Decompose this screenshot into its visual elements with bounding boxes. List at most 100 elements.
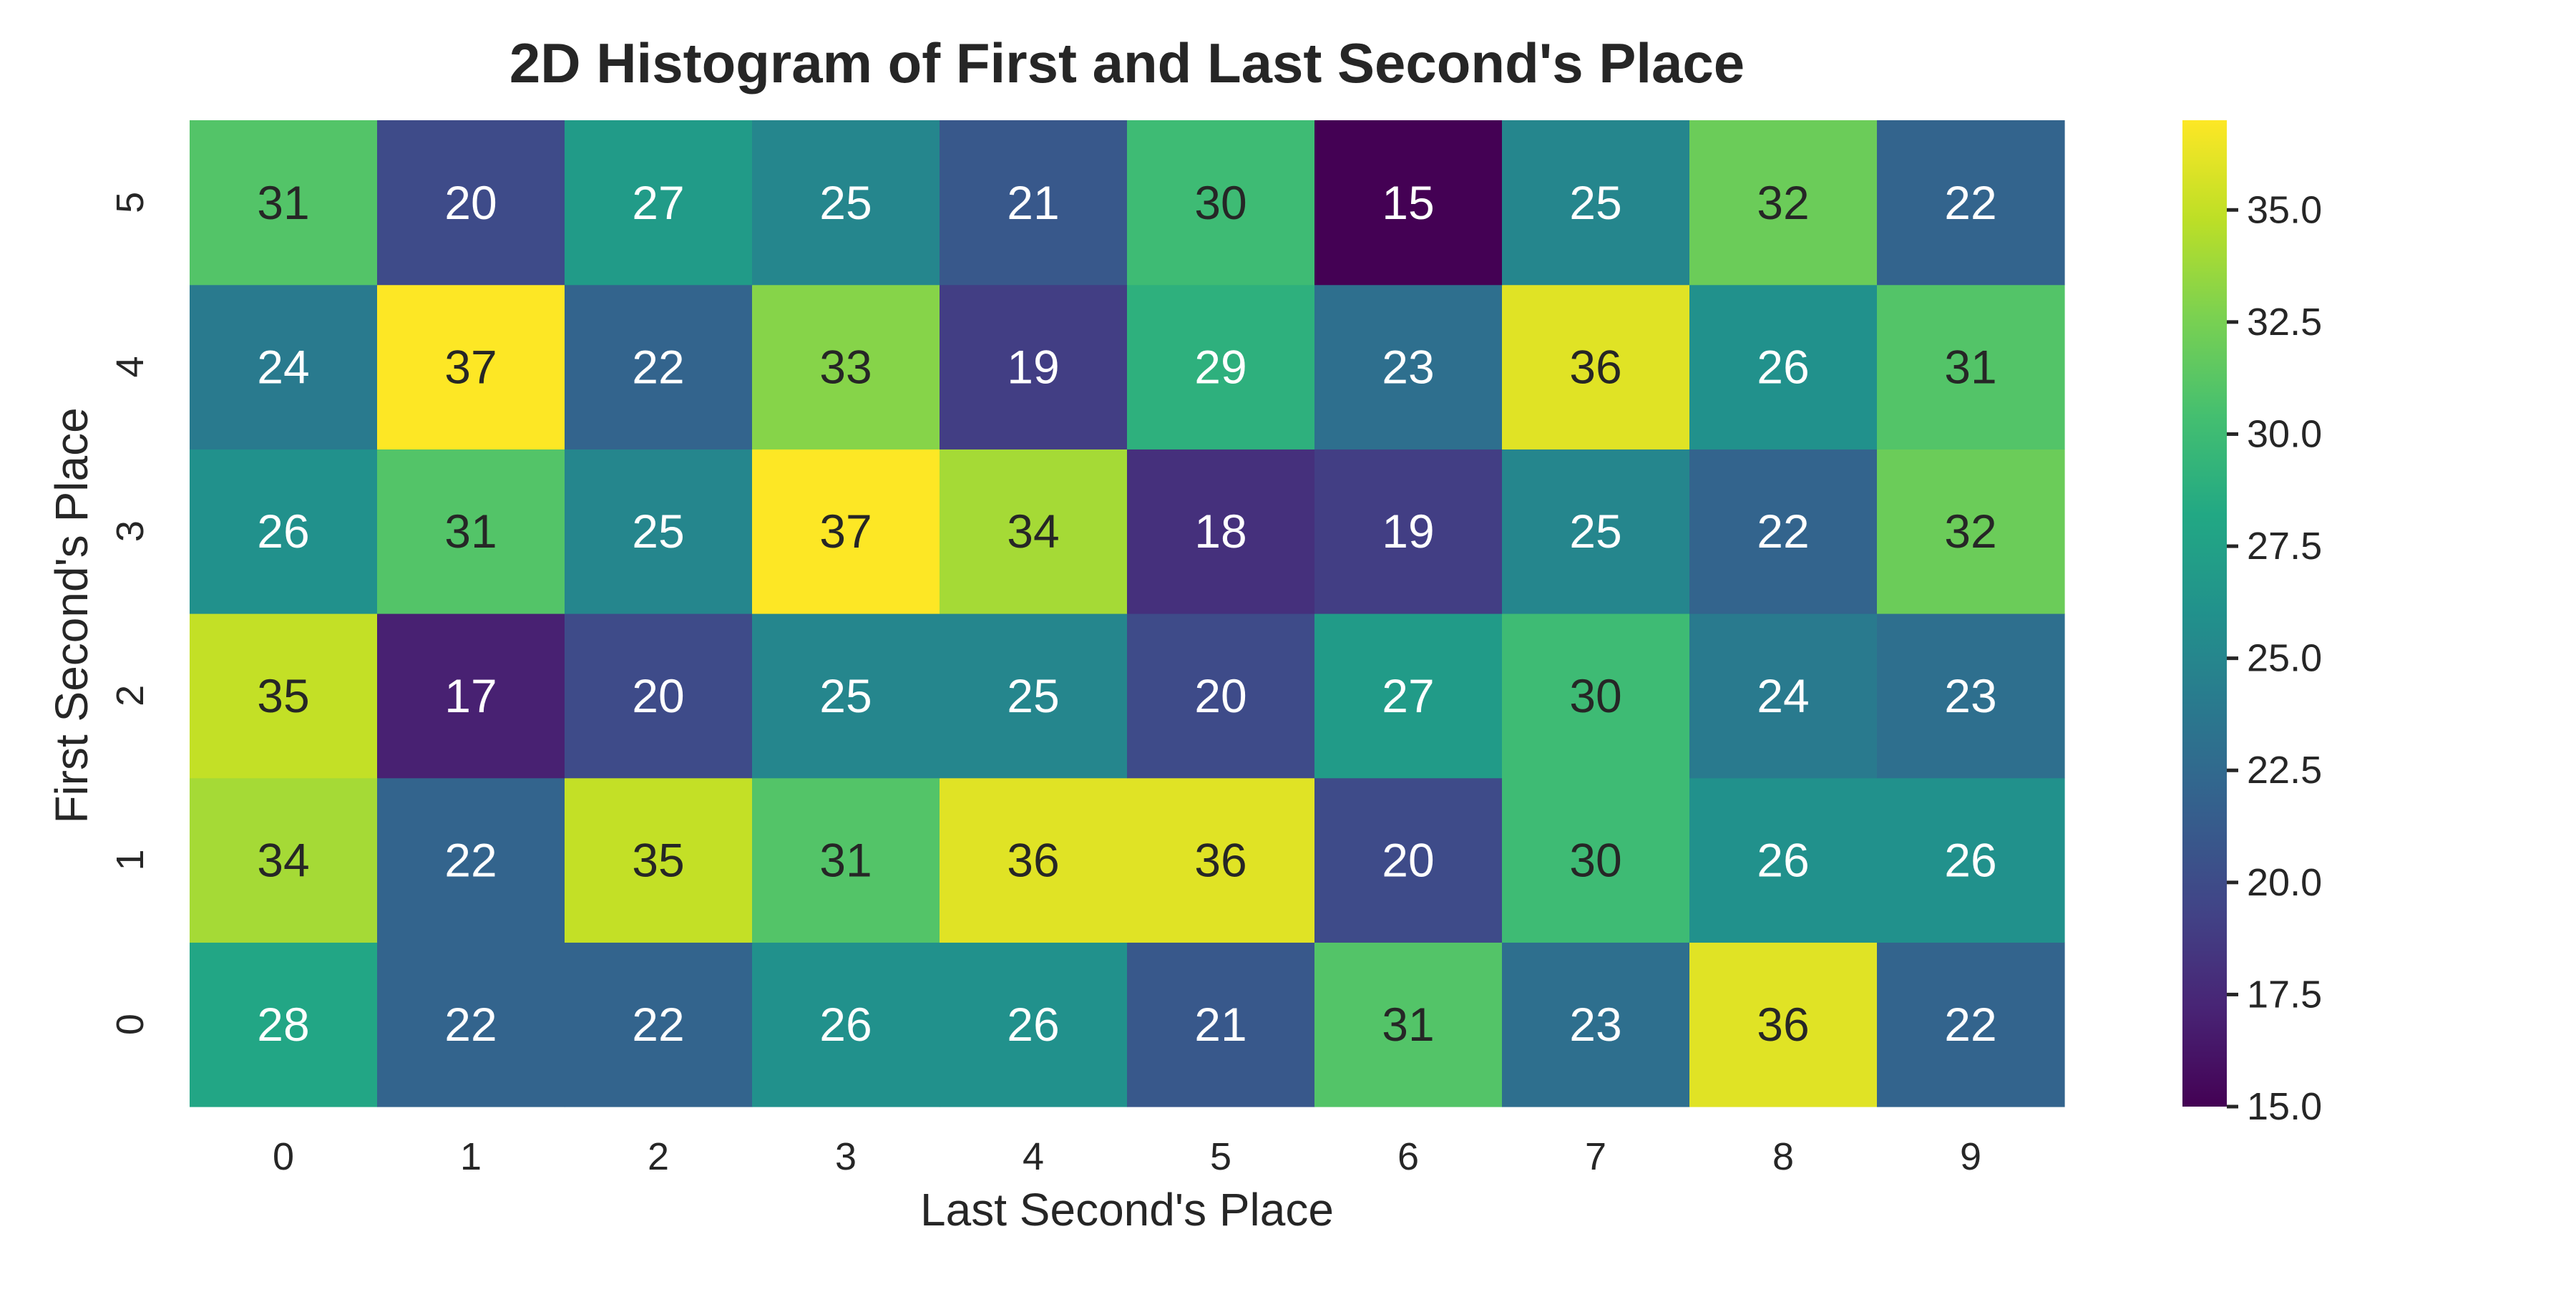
cell-value-label: 26 — [1757, 341, 1809, 394]
heatmap-cell — [565, 449, 753, 614]
cell-value-label: 31 — [257, 176, 309, 229]
cell-value-label: 25 — [819, 176, 872, 229]
heatmap-cell — [1877, 284, 2065, 450]
cell-value-label: 35 — [632, 834, 684, 887]
cell-value-label: 32 — [1944, 505, 1996, 558]
x-tick-label: 2 — [648, 1135, 669, 1178]
y-axis-label: First Second's Place — [46, 407, 97, 823]
cell-value-label: 20 — [1194, 669, 1246, 722]
heatmap-cell — [1314, 449, 1503, 614]
colorbar-tick-label: 17.5 — [2247, 973, 2322, 1016]
heatmap-cell — [377, 120, 565, 286]
heatmap-cell — [1314, 942, 1503, 1107]
heatmap-cell — [1689, 942, 1878, 1107]
x-axis-ticks: 0 1 2 3 4 5 6 7 8 9 — [273, 1135, 1981, 1178]
cell-value-label: 31 — [444, 505, 497, 558]
cell-value-label: 21 — [1007, 176, 1059, 229]
cell-value-label: 22 — [1944, 176, 1996, 229]
heatmap-cell — [565, 777, 753, 943]
cell-value-label: 23 — [1944, 669, 1996, 722]
heatmap-cell — [1877, 120, 2065, 286]
cell-value-label: 25 — [1569, 176, 1621, 229]
cell-value-label: 36 — [1194, 834, 1246, 887]
cell-value-label: 28 — [257, 998, 309, 1051]
cell-value-label: 37 — [819, 505, 872, 558]
heatmap-cell — [1877, 613, 2065, 779]
heatmap-cell — [1689, 120, 1878, 286]
cell-value-label: 36 — [1757, 998, 1809, 1051]
heatmap-cell — [377, 284, 565, 450]
cell-value-label: 31 — [1944, 341, 1996, 394]
heatmap-cell — [1877, 942, 2065, 1107]
heatmap-cell — [752, 613, 940, 779]
heatmap-cell — [1127, 777, 1315, 943]
cell-value-label: 30 — [1569, 669, 1621, 722]
cell-value-label: 25 — [819, 669, 872, 722]
cell-value-label: 25 — [1569, 505, 1621, 558]
heatmap-cell — [940, 942, 1128, 1107]
cell-value-label: 20 — [1382, 834, 1434, 887]
heatmap-cell — [1502, 120, 1690, 286]
y-tick-label: 1 — [109, 849, 152, 870]
heatmap-cell — [1127, 613, 1315, 779]
x-tick-label: 7 — [1585, 1135, 1606, 1178]
y-tick-label: 2 — [109, 685, 152, 706]
heatmap-cell — [940, 120, 1128, 286]
cell-value-label: 22 — [632, 998, 684, 1051]
x-tick-label: 6 — [1397, 1135, 1419, 1178]
cell-value-label: 20 — [444, 176, 497, 229]
heatmap-cell — [377, 942, 565, 1107]
colorbar-tick-label: 35.0 — [2247, 188, 2322, 231]
chart-title: 2D Histogram of First and Last Second's … — [509, 31, 1745, 94]
cell-value-label: 20 — [632, 669, 684, 722]
heatmap-cell — [1877, 449, 2065, 614]
cell-value-label: 17 — [444, 669, 497, 722]
colorbar-tick-label: 30.0 — [2247, 412, 2322, 455]
x-tick-label: 8 — [1772, 1135, 1794, 1178]
heatmap-cell — [752, 449, 940, 614]
cell-value-label: 30 — [1194, 176, 1246, 229]
cell-value-label: 24 — [1757, 669, 1809, 722]
heatmap-cell — [1502, 777, 1690, 943]
cell-value-label: 25 — [632, 505, 684, 558]
cell-value-label: 31 — [1382, 998, 1434, 1051]
heatmap-cell — [1689, 777, 1878, 943]
cell-value-label: 26 — [1757, 834, 1809, 887]
cell-value-label: 27 — [632, 176, 684, 229]
cell-value-label: 26 — [257, 505, 309, 558]
cell-value-label: 22 — [1757, 505, 1809, 558]
heatmap-cell — [565, 942, 753, 1107]
cell-value-label: 25 — [1007, 669, 1059, 722]
cell-value-label: 19 — [1007, 341, 1059, 394]
cell-value-label: 36 — [1569, 341, 1621, 394]
heatmap-cell — [1127, 942, 1315, 1107]
heatmap-cell — [190, 449, 378, 614]
heatmap-cell — [1689, 284, 1878, 450]
x-tick-label: 4 — [1023, 1135, 1044, 1178]
cell-value-label: 22 — [1944, 998, 1996, 1051]
heatmap-cell — [1502, 942, 1690, 1107]
heatmap-cell — [1689, 613, 1878, 779]
heatmap-cell — [752, 120, 940, 286]
heatmap-cell-labels: 28 22 22 26 26 21 31 23 36 22 34 22 35 31 36 36 20 30 26 26… — [257, 176, 1996, 1051]
heatmap-cell — [1127, 449, 1315, 614]
cell-value-label: 36 — [1007, 834, 1059, 887]
heatmap-cell — [1502, 449, 1690, 614]
cell-value-label: 34 — [257, 834, 309, 887]
heatmap-cells — [190, 120, 2065, 1107]
heatmap-cell — [752, 284, 940, 450]
cell-value-label: 37 — [444, 341, 497, 394]
heatmap-cell — [752, 942, 940, 1107]
heatmap-cell — [377, 449, 565, 614]
cell-value-label: 23 — [1569, 998, 1621, 1051]
heatmap-cell — [190, 942, 378, 1107]
heatmap-cell — [1314, 284, 1503, 450]
heatmap-cell — [940, 613, 1128, 779]
cell-value-label: 27 — [1382, 669, 1434, 722]
colorbar-tick-label: 25.0 — [2247, 637, 2322, 680]
heatmap-cell — [565, 120, 753, 286]
cell-value-label: 34 — [1007, 505, 1059, 558]
cell-value-label: 22 — [444, 834, 497, 887]
heatmap-cell — [1127, 284, 1315, 450]
